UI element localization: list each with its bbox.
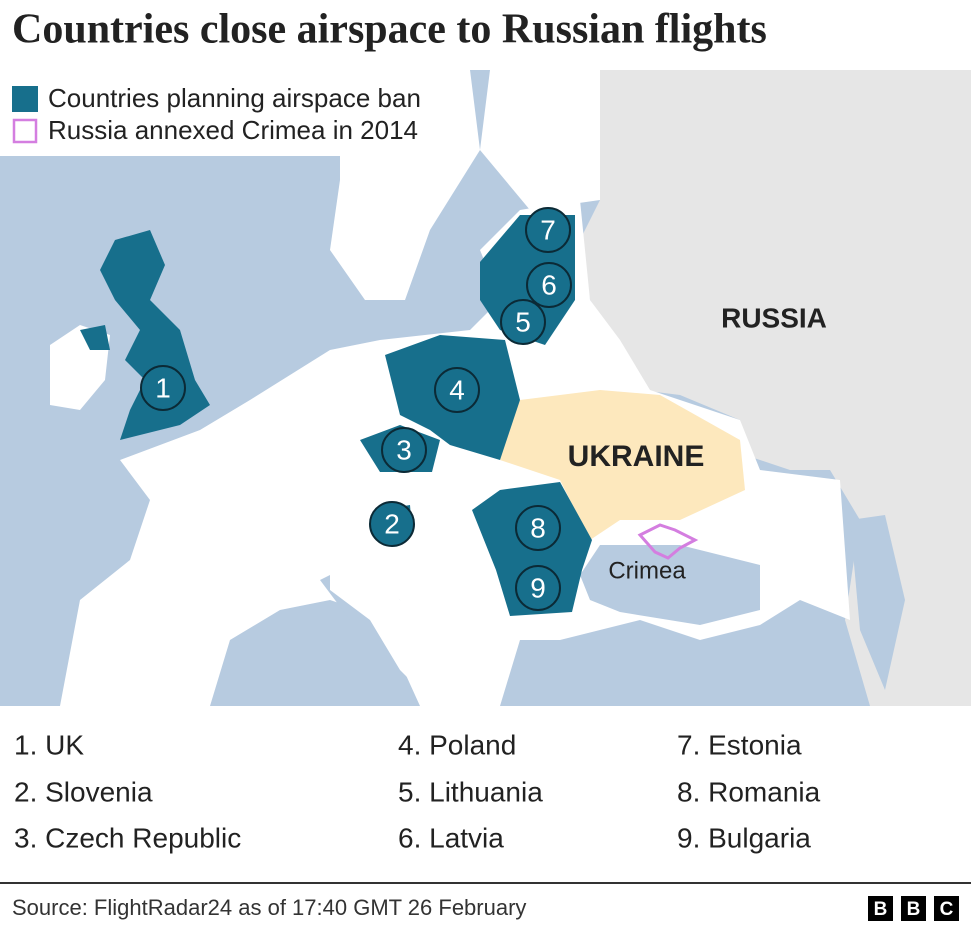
- logo-letter: C: [940, 899, 954, 920]
- marker: 9: [515, 565, 561, 611]
- marker: 5: [500, 299, 546, 345]
- list-item: 4. Poland: [398, 729, 516, 760]
- caspian-sea: [850, 515, 905, 690]
- crimea-label: Crimea: [608, 557, 686, 584]
- list-item: 8. Romania: [677, 776, 821, 807]
- legend-swatch: [12, 86, 38, 112]
- list-item: 3. Czech Republic: [14, 822, 241, 853]
- crimea-outline: [637, 523, 699, 560]
- finland: [480, 70, 600, 210]
- marker-label: 6: [541, 269, 557, 300]
- marker-label: 5: [515, 306, 531, 337]
- source: Source: FlightRadar24 as of 17:40 GMT 26…: [12, 895, 526, 920]
- title: Countries close airspace to Russian flig…: [12, 7, 767, 53]
- list-item: 9. Bulgaria: [677, 822, 811, 853]
- legend-label: Russia annexed Crimea in 2014: [48, 115, 418, 145]
- logo-letter: B: [874, 899, 888, 920]
- country-list: 1. UK 2. Slovenia 3. Czech Republic 4. P…: [14, 729, 821, 853]
- list-item: 5. Lithuania: [398, 776, 543, 807]
- legend-box: [0, 70, 470, 156]
- logo-block: [934, 896, 959, 921]
- list-item: 2. Slovenia: [14, 776, 153, 807]
- marker: 4: [434, 367, 480, 413]
- marker-label: 2: [384, 508, 400, 539]
- northern-ireland: [80, 325, 110, 350]
- marker-label: 9: [530, 572, 546, 603]
- ukraine-label: UKRAINE: [568, 440, 705, 473]
- russia-label: RUSSIA: [721, 302, 827, 333]
- list-item: 1. UK: [14, 729, 84, 760]
- marker-label: 4: [449, 374, 465, 405]
- legend-swatch: [12, 118, 38, 144]
- marker: 2: [369, 501, 415, 547]
- list-item: 6. Latvia: [398, 822, 504, 853]
- legend-label: Countries planning airspace ban: [48, 83, 421, 113]
- logo-letter: B: [907, 899, 921, 920]
- bbc-logo: B B C: [868, 896, 959, 921]
- list-item: 7. Estonia: [677, 729, 802, 760]
- black-sea: [580, 545, 760, 625]
- logo-block: [901, 896, 926, 921]
- marker: 3: [381, 427, 427, 473]
- italy: [330, 550, 440, 690]
- marker: 7: [525, 207, 571, 253]
- marker: 1: [140, 365, 186, 411]
- marker-label: 1: [155, 372, 171, 403]
- logo-block: [868, 896, 893, 921]
- marker-label: 7: [540, 214, 556, 245]
- marker: 8: [515, 505, 561, 551]
- marker-label: 3: [396, 434, 412, 465]
- map: RUSSIA UKRAINE Crimea 1 2 3 4 5 6 7 8 9 …: [0, 70, 971, 706]
- ukraine: [500, 390, 745, 540]
- marker: 6: [526, 262, 572, 308]
- marker-label: 8: [530, 512, 546, 543]
